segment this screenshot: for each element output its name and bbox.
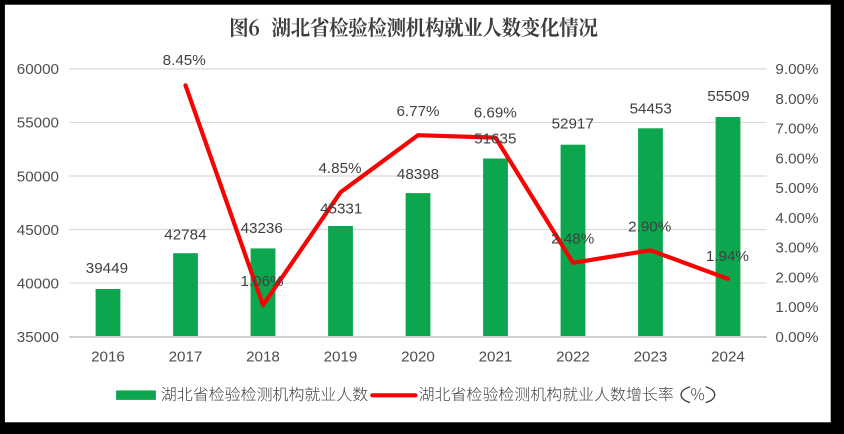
svg-text:35000: 35000 [17,329,59,346]
svg-text:54453: 54453 [630,101,672,118]
svg-text:42784: 42784 [164,226,206,243]
svg-text:2018: 2018 [246,348,280,365]
svg-text:48398: 48398 [397,166,439,183]
svg-text:2023: 2023 [634,348,668,365]
svg-text:2021: 2021 [479,348,513,365]
svg-text:8.45%: 8.45% [163,52,206,69]
svg-text:60000: 60000 [17,61,59,78]
svg-text:8.00%: 8.00% [775,91,818,108]
svg-text:39449: 39449 [86,260,128,277]
svg-text:2022: 2022 [556,348,590,365]
svg-text:2016: 2016 [91,348,125,365]
svg-text:3.00%: 3.00% [775,240,818,257]
svg-text:6.77%: 6.77% [396,103,439,120]
svg-text:1.94%: 1.94% [706,248,749,265]
svg-text:55000: 55000 [17,115,59,132]
svg-text:1.06%: 1.06% [240,273,283,290]
svg-text:51635: 51635 [474,131,516,148]
svg-text:5.00%: 5.00% [775,180,818,197]
svg-text:50000: 50000 [17,168,59,185]
svg-text:2.00%: 2.00% [775,269,818,286]
svg-text:2017: 2017 [169,348,203,365]
svg-text:2.48%: 2.48% [551,230,594,247]
svg-text:6.69%: 6.69% [474,104,517,121]
svg-text:52917: 52917 [552,116,594,133]
svg-text:1.00%: 1.00% [775,299,818,316]
svg-text:4.00%: 4.00% [775,210,818,227]
svg-text:40000: 40000 [17,275,59,292]
svg-text:7.00%: 7.00% [775,121,818,138]
svg-text:9.00%: 9.00% [775,61,818,78]
svg-text:43236: 43236 [241,220,283,237]
svg-text:55509: 55509 [707,88,749,105]
svg-text:2019: 2019 [324,348,358,365]
svg-text:2.90%: 2.90% [628,219,671,236]
svg-text:45000: 45000 [17,222,59,239]
svg-text:6.00%: 6.00% [775,150,818,167]
svg-text:4.85%: 4.85% [318,160,361,177]
svg-text:2024: 2024 [711,348,745,365]
svg-text:45331: 45331 [320,200,362,217]
svg-text:0.00%: 0.00% [775,329,818,346]
svg-text:2020: 2020 [401,348,435,365]
